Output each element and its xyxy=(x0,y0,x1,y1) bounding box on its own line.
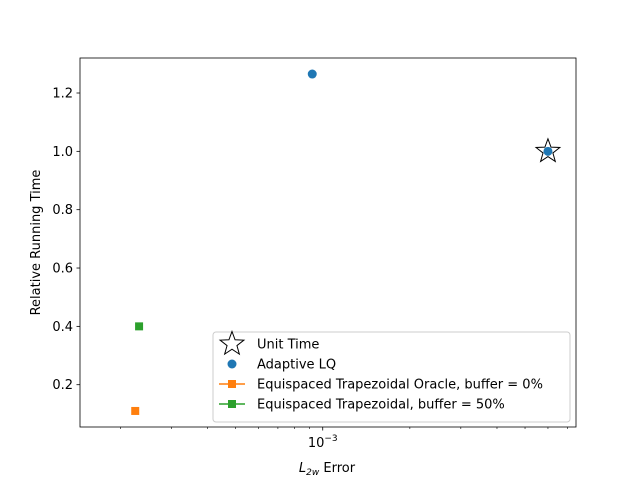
x-axis-label-rest: Error xyxy=(319,461,355,476)
legend-label: Equispaced Trapezoidal Oracle, buffer = … xyxy=(257,378,543,393)
x-tick-label-base: 10 xyxy=(308,436,325,451)
adaptive-lq-point xyxy=(307,69,317,79)
adaptive-lq-point xyxy=(543,146,553,156)
legend-square-icon xyxy=(228,400,236,408)
legend: Unit Time Adaptive LQ Equispaced Trapezoid… xyxy=(212,330,571,423)
legend-box xyxy=(212,331,571,423)
trapezoidal-point xyxy=(131,406,140,415)
trapezoidal-point xyxy=(135,322,144,331)
legend-label: Adaptive LQ xyxy=(257,358,336,373)
y-tick-label: 0.6 xyxy=(52,262,73,277)
legend-label: Unit Time xyxy=(257,338,319,353)
y-axis-label: Relative Running Time xyxy=(29,170,44,316)
x-tick-label-exponent: −3 xyxy=(324,434,337,444)
plot-frame xyxy=(79,57,577,428)
y-tick-label: 1.0 xyxy=(52,145,73,160)
x-axis-ticks: 10−3 xyxy=(120,427,568,451)
legend-label: Equispaced Trapezoidal, buffer = 50% xyxy=(257,398,505,413)
x-axis-label: L2w Error xyxy=(299,461,356,478)
legend-circle-icon xyxy=(227,359,237,369)
x-tick-label: 10−3 xyxy=(308,434,338,451)
y-tick-label: 1.2 xyxy=(52,87,73,102)
y-tick-label: 0.2 xyxy=(52,378,73,393)
legend-star-icon xyxy=(218,330,246,356)
y-tick-label: 0.8 xyxy=(52,203,73,218)
legend-square-icon xyxy=(228,380,236,388)
y-tick-label: 0.4 xyxy=(52,320,73,335)
x-axis-label-main: L xyxy=(299,461,306,476)
data-marks xyxy=(131,69,562,415)
x-axis-label-subscript: 2w xyxy=(306,468,320,478)
y-axis-ticks: 0.2 0.4 0.6 0.8 1.0 1.2 xyxy=(52,87,80,393)
